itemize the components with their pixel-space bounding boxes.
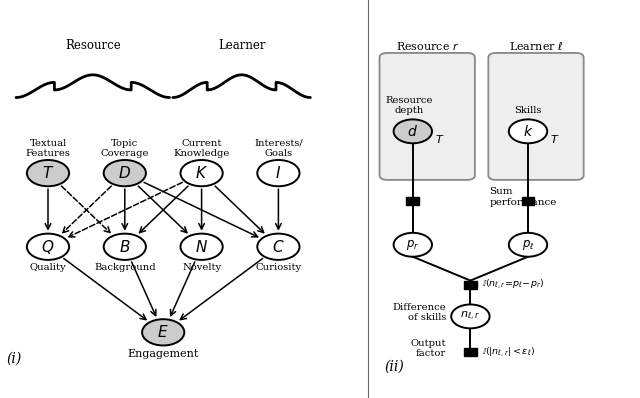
Text: Interests/
Goals: Interests/ Goals <box>254 139 303 158</box>
Text: $D$: $D$ <box>118 165 131 181</box>
Circle shape <box>142 319 184 345</box>
Circle shape <box>180 234 223 260</box>
Text: Resource
depth: Resource depth <box>386 96 433 115</box>
Circle shape <box>509 233 547 257</box>
Text: Current
Knowledge: Current Knowledge <box>173 139 230 158</box>
Circle shape <box>104 234 146 260</box>
Text: Output
factor: Output factor <box>411 339 446 358</box>
Circle shape <box>509 119 547 143</box>
Circle shape <box>257 234 300 260</box>
Text: $B$: $B$ <box>119 239 131 255</box>
Text: $\mathbb{I}(|n_{\ell,r}| < \varepsilon_\ell)$: $\mathbb{I}(|n_{\ell,r}| < \varepsilon_\… <box>482 345 535 359</box>
Text: Learner: Learner <box>218 39 266 52</box>
Circle shape <box>394 119 432 143</box>
Circle shape <box>394 233 432 257</box>
Text: Learner $\ell$: Learner $\ell$ <box>509 40 563 52</box>
Circle shape <box>27 234 69 260</box>
Bar <box>406 197 419 205</box>
Text: Textual
Features: Textual Features <box>26 139 70 158</box>
Text: Engagement: Engagement <box>127 349 199 359</box>
Text: $T$: $T$ <box>42 165 54 181</box>
Circle shape <box>180 160 223 186</box>
Text: $n_{\ell,r}$: $n_{\ell,r}$ <box>460 310 481 323</box>
Text: $T$: $T$ <box>550 133 560 145</box>
Bar <box>522 197 534 205</box>
Text: Background: Background <box>94 263 156 272</box>
Text: $I$: $I$ <box>275 165 282 181</box>
Circle shape <box>27 160 69 186</box>
Text: $Q$: $Q$ <box>42 238 54 256</box>
Text: Resource: Resource <box>65 39 121 52</box>
Bar <box>464 281 477 289</box>
Bar <box>464 348 477 356</box>
Text: $d$: $d$ <box>408 124 418 139</box>
Text: $N$: $N$ <box>195 239 208 255</box>
Text: $p_\ell$: $p_\ell$ <box>522 238 534 252</box>
FancyBboxPatch shape <box>380 53 475 180</box>
Text: $E$: $E$ <box>157 324 169 340</box>
Text: Skills: Skills <box>515 106 541 115</box>
Text: $p_r$: $p_r$ <box>406 238 419 252</box>
Text: Topic
Coverage: Topic Coverage <box>100 139 149 158</box>
Circle shape <box>451 304 490 328</box>
Circle shape <box>104 160 146 186</box>
Text: $T$: $T$ <box>435 133 445 145</box>
Text: (ii): (ii) <box>384 360 404 374</box>
Text: Difference
of skills: Difference of skills <box>392 303 446 322</box>
Text: Quality: Quality <box>29 263 67 272</box>
Circle shape <box>257 160 300 186</box>
Text: Resource $r$: Resource $r$ <box>396 40 459 52</box>
Text: $K$: $K$ <box>195 165 208 181</box>
Text: Sum
performance: Sum performance <box>490 187 557 207</box>
Text: (i): (i) <box>6 352 22 366</box>
Text: Curiosity: Curiosity <box>255 263 301 272</box>
FancyBboxPatch shape <box>488 53 584 180</box>
Text: $k$: $k$ <box>523 124 533 139</box>
Text: Novelty: Novelty <box>182 263 221 272</box>
Text: $C$: $C$ <box>272 239 285 255</box>
Text: $\mathbb{I}(n_{\ell,r}\!=\!p_\ell\!-\!p_r)$: $\mathbb{I}(n_{\ell,r}\!=\!p_\ell\!-\!p_… <box>482 278 544 291</box>
